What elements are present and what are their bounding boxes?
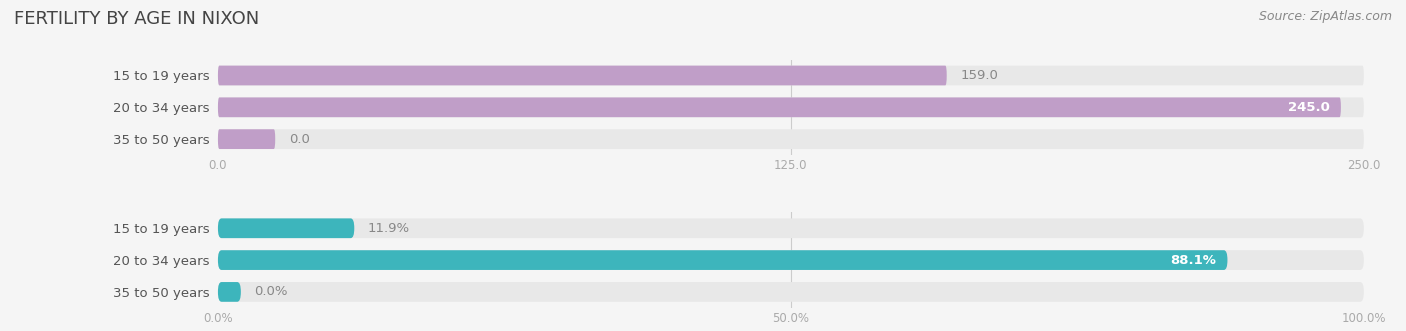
Text: 159.0: 159.0 bbox=[960, 69, 998, 82]
FancyBboxPatch shape bbox=[218, 129, 1364, 149]
FancyBboxPatch shape bbox=[218, 66, 1364, 85]
FancyBboxPatch shape bbox=[218, 218, 1364, 238]
FancyBboxPatch shape bbox=[218, 129, 276, 149]
Text: 88.1%: 88.1% bbox=[1170, 254, 1216, 266]
Text: 11.9%: 11.9% bbox=[368, 222, 411, 235]
Text: Source: ZipAtlas.com: Source: ZipAtlas.com bbox=[1258, 10, 1392, 23]
FancyBboxPatch shape bbox=[218, 250, 1227, 270]
Text: 0.0: 0.0 bbox=[290, 133, 309, 146]
FancyBboxPatch shape bbox=[218, 66, 946, 85]
FancyBboxPatch shape bbox=[218, 250, 1364, 270]
Text: FERTILITY BY AGE IN NIXON: FERTILITY BY AGE IN NIXON bbox=[14, 10, 259, 28]
FancyBboxPatch shape bbox=[218, 282, 1364, 302]
FancyBboxPatch shape bbox=[218, 218, 354, 238]
Text: 245.0: 245.0 bbox=[1288, 101, 1330, 114]
FancyBboxPatch shape bbox=[218, 97, 1341, 117]
FancyBboxPatch shape bbox=[218, 282, 240, 302]
FancyBboxPatch shape bbox=[218, 97, 1364, 117]
Text: 0.0%: 0.0% bbox=[254, 285, 288, 299]
